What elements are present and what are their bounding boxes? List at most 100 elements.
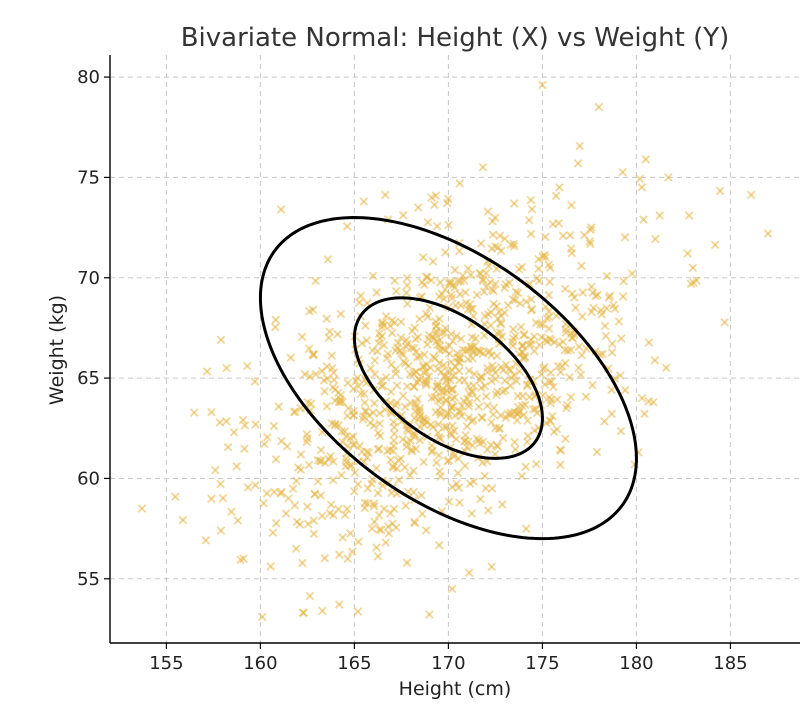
- data-point: [260, 439, 269, 449]
- data-point: [450, 393, 460, 402]
- data-point: [289, 407, 299, 417]
- data-point: [300, 369, 310, 379]
- data-point: [481, 483, 490, 493]
- data-point: [415, 314, 424, 324]
- data-point: [239, 554, 248, 564]
- data-point: [402, 281, 412, 290]
- data-point: [541, 232, 550, 242]
- x-tick-label: 165: [337, 653, 371, 674]
- data-point: [398, 210, 408, 220]
- data-point: [310, 489, 320, 499]
- data-point: [497, 500, 507, 509]
- data-point: [210, 465, 220, 475]
- data-point: [381, 373, 391, 382]
- data-point: [382, 353, 392, 363]
- data-point: [276, 205, 286, 214]
- data-point: [465, 299, 475, 309]
- data-point: [486, 417, 496, 427]
- data-point: [492, 441, 501, 450]
- data-point: [573, 159, 583, 168]
- data-point: [407, 446, 417, 456]
- data-point: [363, 483, 373, 493]
- data-point: [390, 429, 399, 439]
- data-point: [481, 268, 491, 278]
- data-point: [607, 339, 617, 349]
- data-point: [322, 314, 332, 324]
- data-point: [402, 288, 411, 298]
- data-point: [455, 498, 464, 507]
- data-point: [423, 217, 433, 227]
- data-point: [396, 333, 406, 342]
- data-point: [379, 340, 389, 350]
- data-point: [549, 427, 559, 437]
- data-point: [432, 458, 441, 468]
- data-point: [637, 393, 647, 403]
- data-point: [555, 183, 564, 192]
- data-point: [341, 432, 351, 441]
- data-point: [250, 377, 260, 386]
- data-point: [492, 387, 502, 397]
- data-point: [561, 434, 570, 444]
- data-point: [201, 535, 211, 545]
- data-point: [400, 463, 410, 472]
- data-point: [329, 457, 338, 466]
- data-point: [763, 229, 773, 238]
- data-point: [469, 477, 479, 486]
- data-point: [527, 204, 537, 214]
- data-point: [576, 370, 586, 380]
- data-point: [563, 400, 572, 410]
- data-point: [452, 331, 461, 341]
- x-tick-label: 170: [431, 653, 465, 674]
- data-point: [451, 434, 461, 444]
- data-point: [407, 326, 417, 336]
- data-point: [373, 551, 383, 561]
- data-point: [295, 520, 305, 529]
- data-point: [387, 328, 397, 338]
- data-point: [222, 363, 231, 373]
- data-point: [464, 568, 474, 578]
- data-point: [587, 307, 596, 317]
- data-point: [356, 389, 366, 399]
- data-point: [419, 457, 428, 467]
- data-point: [586, 223, 596, 232]
- data-point: [509, 199, 519, 208]
- data-point: [373, 488, 383, 498]
- data-point: [380, 405, 390, 414]
- data-point: [513, 391, 523, 401]
- data-point: [442, 386, 452, 396]
- data-point: [468, 304, 477, 314]
- data-point: [170, 492, 180, 502]
- data-point: [391, 286, 401, 296]
- data-point: [635, 174, 645, 184]
- data-point: [438, 384, 448, 393]
- data-point: [519, 410, 529, 419]
- data-point: [558, 337, 568, 347]
- data-point: [526, 229, 536, 239]
- data-point: [472, 290, 482, 300]
- data-point: [607, 348, 617, 357]
- data-point: [427, 193, 436, 202]
- data-point: [501, 360, 511, 370]
- data-point: [415, 435, 425, 445]
- data-point: [421, 378, 431, 388]
- data-point: [409, 487, 418, 497]
- data-point: [381, 538, 391, 547]
- data-point: [456, 334, 466, 344]
- y-tick-label: 65: [77, 368, 100, 389]
- data-point: [344, 404, 353, 413]
- data-point: [215, 418, 225, 427]
- data-point: [602, 304, 612, 313]
- data-point: [483, 506, 493, 515]
- data-point: [529, 346, 539, 356]
- data-point: [426, 420, 436, 430]
- data-point: [240, 444, 249, 454]
- data-point: [487, 484, 497, 493]
- data-point: [284, 494, 293, 503]
- data-point: [454, 483, 464, 493]
- data-point: [490, 213, 500, 223]
- data-point: [501, 280, 511, 289]
- data-point: [334, 600, 344, 609]
- data-point: [328, 475, 338, 485]
- data-point: [506, 408, 516, 418]
